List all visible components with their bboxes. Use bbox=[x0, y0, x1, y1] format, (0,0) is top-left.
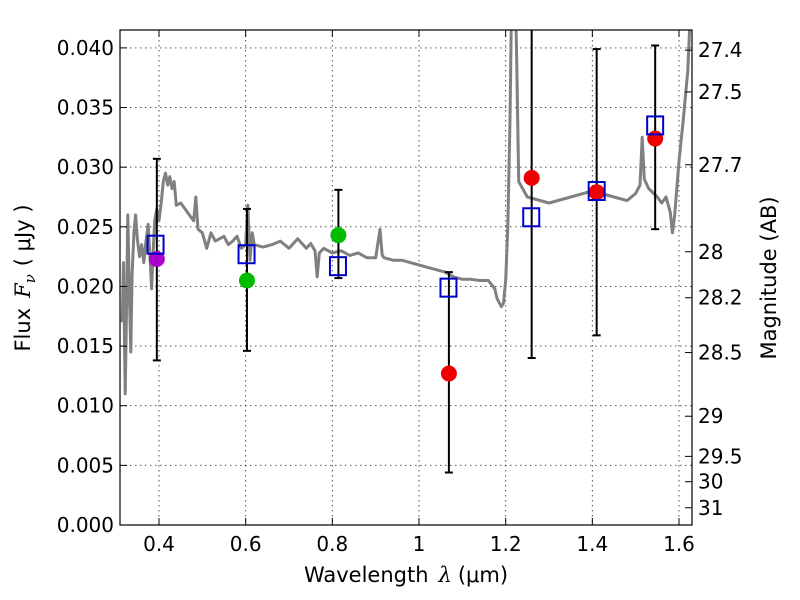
model-spectrum-line bbox=[120, 30, 692, 396]
plot-area bbox=[120, 30, 692, 396]
y2-tick-label: 31 bbox=[698, 496, 723, 520]
plot-frame bbox=[119, 29, 693, 526]
observed-point bbox=[523, 169, 540, 186]
y2-tick-label: 28.5 bbox=[698, 341, 743, 365]
x-tick-label: 1 bbox=[413, 532, 426, 556]
x-tick-label: 0.8 bbox=[316, 532, 348, 556]
y-tick-label: 0.020 bbox=[57, 274, 114, 298]
observed-point bbox=[647, 130, 664, 147]
model-points bbox=[146, 115, 665, 298]
y-tick-label: 0.000 bbox=[57, 513, 114, 537]
y-axis: 0.000 0.005 0.010 0.015 0.020 0.025 0.030 0.035… bbox=[57, 36, 127, 537]
y2-tick-label: 29 bbox=[698, 404, 723, 428]
y2-tick-label: 27.5 bbox=[698, 80, 743, 104]
model-point bbox=[237, 244, 256, 265]
x-axis-title: Wavelength λ (μm) bbox=[304, 563, 508, 587]
observed-point bbox=[440, 365, 457, 382]
y-tick-label: 0.010 bbox=[57, 394, 114, 418]
x-axis: 0.4 0.6 0.8 1 1.2 1.4 1.6 bbox=[143, 30, 695, 556]
model-point bbox=[439, 277, 458, 298]
observed-point bbox=[238, 272, 255, 289]
y2-tick-label: 27.7 bbox=[698, 153, 743, 177]
x-tick-label: 0.4 bbox=[143, 532, 175, 556]
y-tick-label: 0.015 bbox=[57, 334, 114, 358]
x-tick-label: 1.6 bbox=[663, 532, 695, 556]
model-point bbox=[646, 115, 665, 136]
y2-tick-label: 27.4 bbox=[698, 38, 743, 62]
y2-axis-title: Magnitude (AB) bbox=[757, 196, 781, 359]
y2-tick-label: 30 bbox=[698, 470, 723, 494]
y-tick-label: 0.040 bbox=[57, 36, 114, 60]
observed-point bbox=[148, 251, 165, 268]
x-tick-label: 1.4 bbox=[576, 532, 608, 556]
y2-tick-label: 28.2 bbox=[698, 286, 743, 310]
y2-tick-label: 28 bbox=[698, 240, 723, 264]
y-tick-label: 0.030 bbox=[57, 155, 114, 179]
y-tick-label: 0.035 bbox=[57, 96, 114, 120]
y2-tick-label: 29.5 bbox=[698, 444, 743, 468]
observed-point bbox=[330, 227, 347, 244]
model-point bbox=[587, 181, 606, 202]
model-point bbox=[522, 207, 541, 228]
observed-point bbox=[588, 184, 605, 201]
model-point bbox=[328, 256, 347, 277]
y-tick-label: 0.005 bbox=[57, 453, 114, 477]
x-tick-label: 0.6 bbox=[230, 532, 262, 556]
x-tick-label: 1.2 bbox=[490, 532, 522, 556]
y-tick-label: 0.025 bbox=[57, 215, 114, 239]
model-point bbox=[146, 234, 165, 255]
y-axis-title: FluxFν( μJy ) bbox=[11, 204, 39, 351]
